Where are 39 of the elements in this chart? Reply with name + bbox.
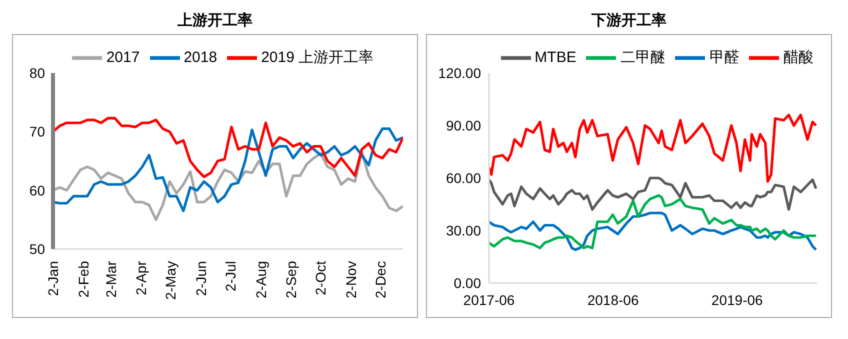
x-tick-label: 2-Mar — [102, 260, 119, 298]
x-tick-label: 2-Oct — [312, 260, 329, 296]
x-tick-label: 2-Jun — [193, 261, 210, 296]
legend-label: 甲醛 — [709, 48, 740, 66]
legend-label: 2018 — [184, 48, 218, 66]
line-series — [53, 127, 403, 212]
y-tick-label: 70 — [29, 124, 46, 140]
x-tick-label: 2-Nov — [343, 261, 360, 298]
y-tick-label: 120.00 — [438, 64, 482, 81]
x-tick-label: 2-May — [162, 261, 179, 300]
x-tick-label: 2-Feb — [75, 260, 92, 298]
line-series — [489, 212, 817, 252]
y-tick-label: 80 — [29, 64, 46, 81]
legend-label: 2019 上游开工率 — [261, 48, 374, 66]
x-tick-label: 2-Aug — [252, 261, 269, 298]
x-tick-label: 2017-06 — [463, 292, 515, 308]
line-series — [489, 176, 817, 211]
y-tick-label: 60.00 — [446, 170, 482, 186]
legend-label: 2017 — [106, 48, 140, 66]
x-tick-label: 2019-06 — [711, 292, 764, 308]
x-tick-label: 2-Dec — [372, 261, 388, 298]
legend-label: 醋酸 — [783, 48, 814, 66]
x-tick-label: 2018-06 — [587, 292, 639, 308]
y-tick-label: 60 — [29, 182, 46, 198]
legend-label: MTBE — [534, 48, 576, 66]
chart-title: 上游开工率 — [176, 11, 254, 31]
line-series — [489, 194, 817, 250]
line-series — [489, 114, 817, 183]
y-tick-label: 90.00 — [446, 117, 482, 134]
y-tick-label: 0.00 — [454, 274, 482, 291]
x-tick-label: 2-Jan — [45, 261, 61, 296]
x-tick-label: 2-Jul — [222, 261, 238, 292]
x-tick-label: 2-Sep — [283, 260, 300, 298]
legend-label: 二甲醚 — [620, 48, 666, 66]
y-tick-label: 30.00 — [446, 222, 482, 238]
chart-title: 下游开工率 — [590, 11, 668, 31]
line-series — [53, 116, 403, 178]
x-tick-label: 2-Apr — [133, 260, 150, 296]
y-tick-label: 50 — [29, 240, 46, 257]
